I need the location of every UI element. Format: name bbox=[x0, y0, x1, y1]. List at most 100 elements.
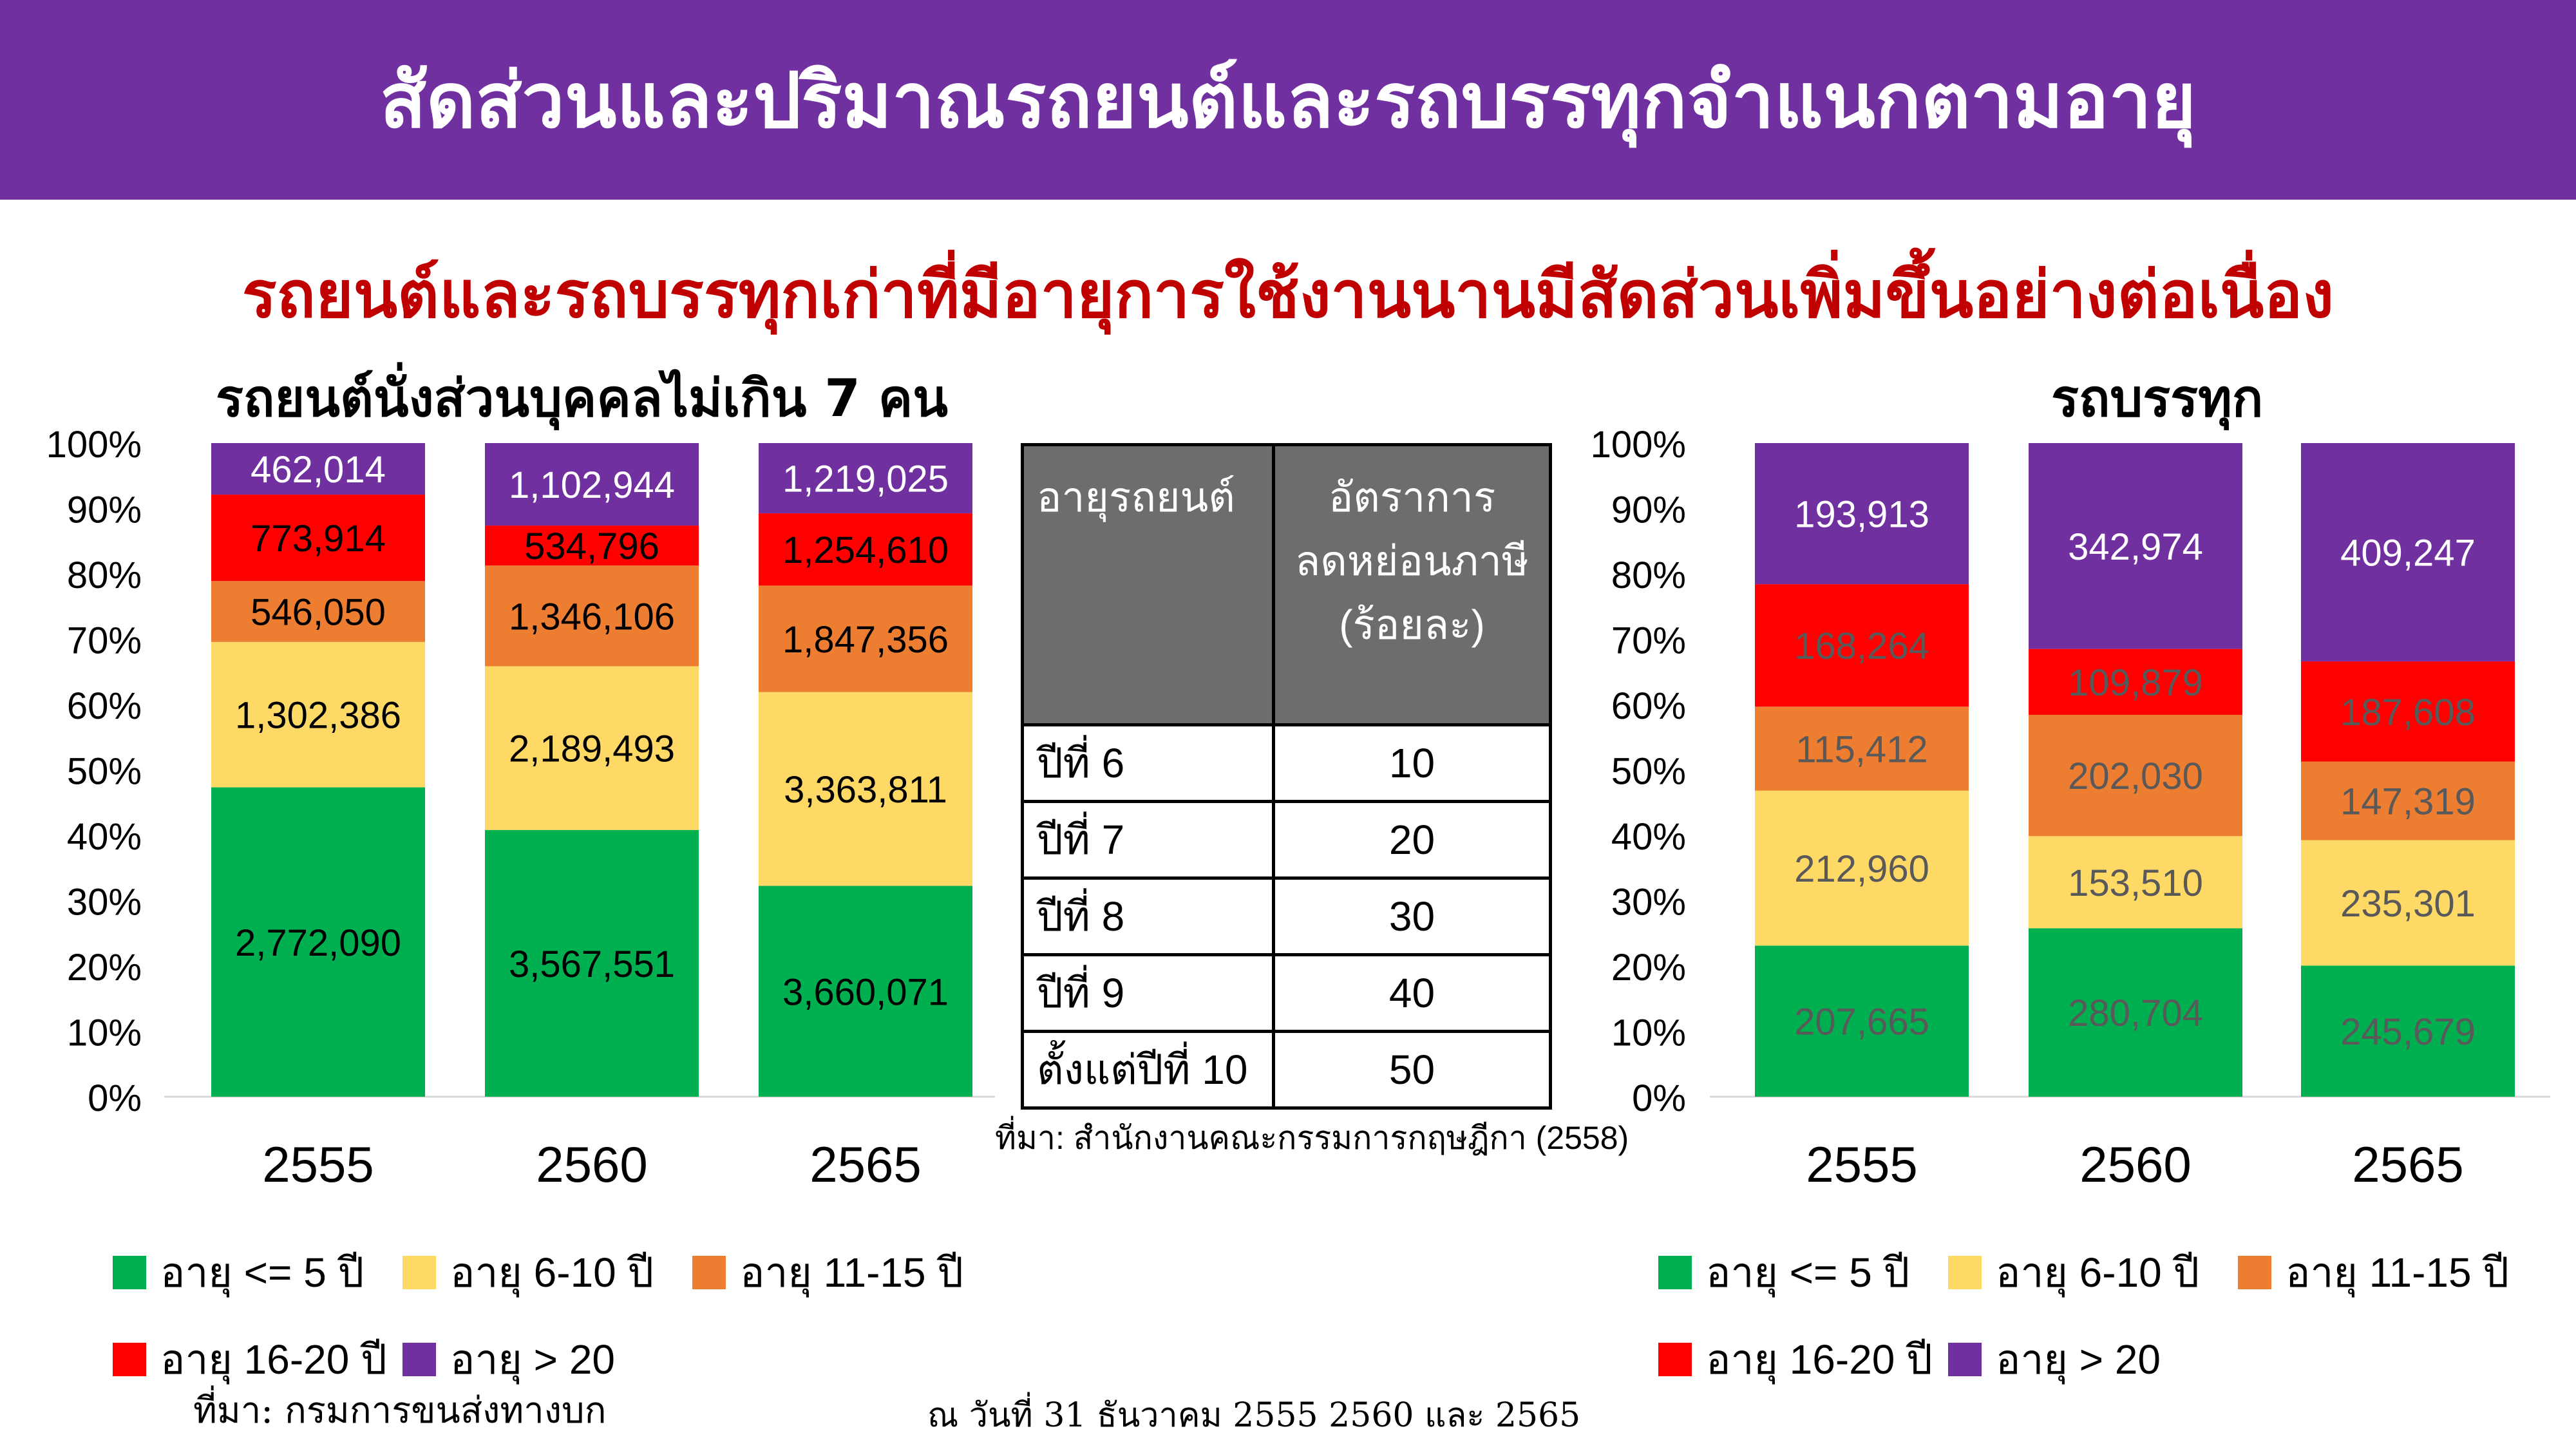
legend-item-age-6-10: อายุ 6-10 ปี bbox=[402, 1240, 654, 1305]
table-row: ตั้งแต่ปีที่ 10 50 bbox=[1021, 1030, 1552, 1110]
page-title: สัดส่วนและปริมาณรถยนต์และรถบรรทุกจำแนกตา… bbox=[379, 55, 2197, 145]
tax-reduction-table: อายุรถยนต์ อัตราการ ลดหย่อนภาษี (ร้อยละ)… bbox=[1021, 443, 1552, 1110]
bar-segment bbox=[485, 565, 699, 667]
legend-label: อายุ 16-20 ปี bbox=[160, 1336, 387, 1383]
table-row: ปีที่ 8 30 bbox=[1021, 876, 1552, 956]
legend-label: อายุ 11-15 ปี bbox=[740, 1249, 963, 1296]
bar-segment bbox=[2029, 715, 2242, 837]
legend-label: อายุ > 20 bbox=[450, 1336, 615, 1383]
legend-swatch bbox=[402, 1343, 436, 1376]
legend-label: อายุ <= 5 ปี bbox=[160, 1249, 365, 1296]
bar-segment bbox=[759, 692, 972, 886]
bar-segment bbox=[2029, 836, 2242, 929]
y-tick-label: 30% bbox=[67, 882, 142, 923]
bar-segment bbox=[2029, 649, 2242, 715]
bar-segment bbox=[211, 581, 425, 642]
page-subtitle: รถยนต์และรถบรรทุกเก่าที่มีอายุการใช้งานน… bbox=[242, 256, 2334, 332]
table-cell-rate: 20 bbox=[1272, 800, 1552, 880]
y-tick-label: 0% bbox=[88, 1077, 142, 1119]
y-tick-label: 100% bbox=[46, 424, 142, 466]
bar-segment bbox=[1755, 584, 1969, 707]
bar-segment bbox=[485, 829, 699, 1097]
bar-segment bbox=[1755, 443, 1969, 585]
header-label: อายุรถยนต์ bbox=[1037, 474, 1235, 520]
data-label: 462,014 bbox=[251, 449, 386, 491]
bar-segment bbox=[1755, 706, 1969, 791]
y-tick-label: 90% bbox=[67, 489, 142, 531]
data-label: 193,913 bbox=[1794, 494, 1929, 536]
legend-swatch bbox=[692, 1256, 726, 1289]
table-source-note: ที่มา: สำนักงานคณะกรรมการกฤษฎีกา (2558) bbox=[995, 1120, 1629, 1156]
x-category-label: 2565 bbox=[810, 1136, 922, 1193]
bar-segment bbox=[759, 513, 972, 586]
title-banner bbox=[0, 0, 2576, 200]
data-label: 245,679 bbox=[2340, 1011, 2476, 1053]
bar-segment bbox=[759, 886, 972, 1097]
legend-swatch bbox=[2238, 1256, 2271, 1289]
x-category-label: 2555 bbox=[262, 1136, 374, 1193]
table-header-age: อายุรถยนต์ bbox=[1021, 443, 1275, 726]
bar-segment bbox=[485, 666, 699, 830]
legend-label: อายุ > 20 bbox=[1996, 1336, 2161, 1383]
data-label: 168,264 bbox=[1794, 625, 1929, 667]
data-label: 3,567,551 bbox=[509, 943, 675, 985]
y-tick-label: 0% bbox=[1632, 1077, 1686, 1119]
chart-title-cars: รถยนต์นั่งส่วนบุคคลไม่เกิน 7 คน bbox=[216, 368, 948, 428]
y-tick-label: 100% bbox=[1591, 424, 1686, 466]
bar-segment bbox=[2301, 661, 2515, 762]
data-label: 2,189,493 bbox=[509, 728, 675, 770]
legend-item-age-over-20: อายุ > 20 bbox=[1948, 1327, 2161, 1392]
y-tick-label: 30% bbox=[1611, 882, 1686, 923]
legend-swatch bbox=[113, 1256, 146, 1289]
footer-source: ที่มา: กรมการขนส่งทางบก bbox=[193, 1390, 607, 1432]
legend-swatch bbox=[1658, 1256, 1692, 1289]
legend-swatch bbox=[402, 1256, 436, 1289]
y-tick-label: 50% bbox=[67, 751, 142, 793]
table-cell-rate: 50 bbox=[1272, 1030, 1552, 1110]
header-label-line: (ร้อยละ) bbox=[1339, 601, 1485, 649]
y-tick-label: 60% bbox=[1611, 685, 1686, 727]
y-tick-label: 80% bbox=[67, 554, 142, 596]
data-label: 187,608 bbox=[2340, 692, 2476, 734]
data-label: 235,301 bbox=[2340, 883, 2476, 925]
data-label: 1,847,356 bbox=[782, 619, 949, 661]
table-row: ปีที่ 9 40 bbox=[1021, 953, 1552, 1033]
y-tick-label: 70% bbox=[67, 620, 142, 662]
data-label: 109,879 bbox=[2068, 662, 2203, 704]
data-label: 147,319 bbox=[2340, 781, 2476, 822]
data-label: 3,660,071 bbox=[782, 971, 949, 1013]
table-cell-rate: 30 bbox=[1272, 876, 1552, 956]
legend-item-age-6-10: อายุ 6-10 ปี bbox=[1948, 1240, 2199, 1305]
data-label: 1,346,106 bbox=[509, 596, 675, 638]
data-label: 202,030 bbox=[2068, 755, 2203, 797]
y-tick-label: 10% bbox=[1611, 1012, 1686, 1054]
data-label: 153,510 bbox=[2068, 862, 2203, 904]
data-label: 1,254,610 bbox=[782, 529, 949, 571]
bar-segment bbox=[211, 787, 425, 1097]
y-tick-label: 20% bbox=[67, 947, 142, 989]
y-tick-label: 80% bbox=[1611, 554, 1686, 596]
bar-segment bbox=[2301, 965, 2515, 1097]
y-tick-label: 40% bbox=[1611, 816, 1686, 858]
y-tick-label: 90% bbox=[1611, 489, 1686, 531]
bar-segment bbox=[2301, 443, 2515, 662]
bar-segment bbox=[211, 495, 425, 582]
data-label: 2,772,090 bbox=[235, 922, 401, 964]
header-label-line: อัตราการ bbox=[1328, 474, 1496, 520]
x-category-label: 2565 bbox=[2352, 1136, 2464, 1193]
y-tick-label: 70% bbox=[1611, 620, 1686, 662]
footer-date-note: ณ วันที่ 31 ธันวาคม 2555 2560 และ 2565 bbox=[927, 1396, 1581, 1435]
data-label: 534,796 bbox=[524, 526, 659, 567]
bar-segment bbox=[2029, 928, 2242, 1097]
data-label: 546,050 bbox=[251, 592, 386, 634]
x-category-label: 2555 bbox=[1806, 1136, 1918, 1193]
y-tick-label: 10% bbox=[67, 1012, 142, 1054]
legend-swatch bbox=[1658, 1343, 1692, 1376]
legend-item-age-over-20: อายุ > 20 bbox=[402, 1327, 615, 1392]
data-label: 1,302,386 bbox=[235, 695, 401, 737]
table-cell-age: ปีที่ 7 bbox=[1021, 800, 1275, 880]
legend-swatch bbox=[113, 1343, 146, 1376]
y-tick-label: 50% bbox=[1611, 751, 1686, 793]
data-label: 773,914 bbox=[251, 518, 386, 560]
